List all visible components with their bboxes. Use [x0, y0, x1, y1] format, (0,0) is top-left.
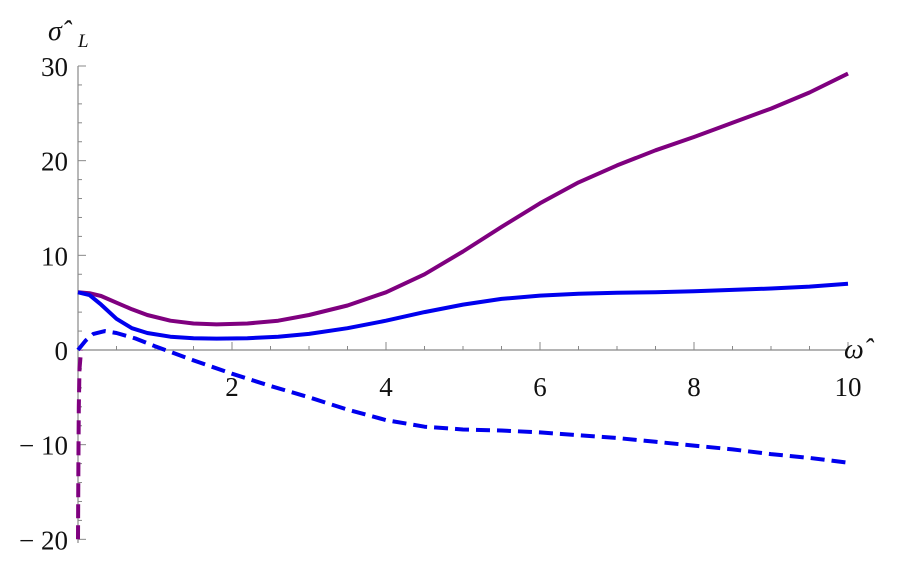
- series-line-4: [76, 349, 84, 540]
- y-tick-label: 20: [41, 147, 68, 177]
- x-axis: 2 4 6 8 10: [78, 342, 862, 402]
- x-ticks: 2 4 6 8 10: [116, 342, 862, 402]
- x-tick-label: 4: [379, 372, 393, 402]
- x-tick-label: 6: [533, 372, 547, 402]
- y-tick-label: − 10: [19, 431, 68, 461]
- y-tick-label: − 20: [19, 525, 68, 555]
- y-tick-label: 0: [55, 336, 69, 366]
- x-tick-label: 10: [835, 372, 862, 402]
- y-axis-title: σ̂ L: [48, 16, 89, 52]
- x-axis-label: ω̂: [844, 334, 875, 365]
- x-tick-label: 8: [687, 372, 701, 402]
- y-ticks: − 20 − 10 0 10 20 30: [19, 52, 86, 555]
- series-line-2: [77, 281, 849, 341]
- y-tick-label: 10: [41, 241, 68, 271]
- y-axis-label: σ̂: [48, 16, 73, 47]
- series-line-1: [77, 71, 849, 327]
- x-tick-label: 2: [225, 372, 239, 402]
- y-tick-label: 30: [41, 52, 68, 82]
- y-axis-label-subscript: L: [77, 31, 89, 52]
- series-line-3: [76, 329, 849, 465]
- series-layer: [76, 71, 849, 540]
- y-axis: − 20 − 10 0 10 20 30: [19, 52, 86, 555]
